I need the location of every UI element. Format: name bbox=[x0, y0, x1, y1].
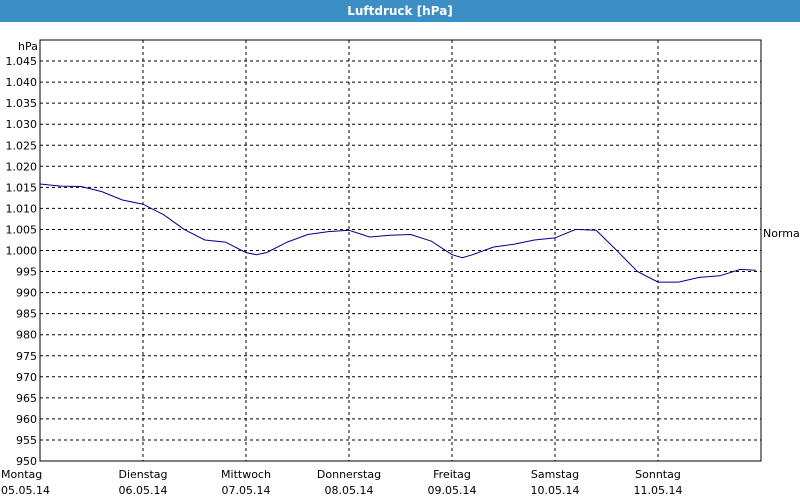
series-line bbox=[39, 183, 756, 283]
window-title: Luftdruck [hPa] bbox=[0, 0, 800, 22]
x-tick-date: 07.05.14 bbox=[222, 484, 271, 497]
y-tick-label: 995 bbox=[16, 266, 37, 279]
y-tick-label: 1.040 bbox=[6, 76, 38, 89]
plot-frame bbox=[39, 39, 762, 462]
y-tick-label: 1.045 bbox=[6, 55, 38, 68]
pressure-chart: hPa 950 955 960 965 970 975 980 985 990 995 1.000 1… bbox=[1, 39, 800, 497]
x-tick-day: Donnerstag bbox=[317, 468, 381, 481]
x-tick-day: Freitag bbox=[433, 468, 471, 481]
y-tick-label: 1.000 bbox=[6, 245, 38, 258]
y-tick-label: 1.035 bbox=[6, 97, 38, 110]
y-tick-label: 950 bbox=[16, 455, 37, 468]
y-axis-label: hPa bbox=[18, 40, 38, 53]
y-tick-label: 960 bbox=[16, 413, 37, 426]
x-tick-date: 05.05.14 bbox=[1, 484, 50, 497]
x-tick-day: Montag bbox=[1, 468, 42, 481]
x-tick-day: Mittwoch bbox=[221, 468, 271, 481]
y-tick-label: 1.025 bbox=[6, 139, 38, 152]
y-tick-label: 990 bbox=[16, 287, 37, 300]
y-tick-label: 975 bbox=[16, 350, 37, 363]
y-tick-label: 985 bbox=[16, 308, 37, 321]
y-tick-labels: 950 955 960 965 970 975 980 985 990 995 1.000 1.005… bbox=[6, 55, 38, 468]
x-tick-day: Samstag bbox=[531, 468, 579, 481]
y-tick-label: 1.015 bbox=[6, 181, 38, 194]
x-tick-labels: Montag 05.05.14 Dienstag 06.05.14 Mittwoch 07… bbox=[1, 468, 682, 497]
y-tick-label: 1.020 bbox=[6, 160, 38, 173]
x-tick-date: 06.05.14 bbox=[119, 484, 168, 497]
y-tick-label: 1.005 bbox=[6, 223, 38, 236]
x-tick-date: 08.05.14 bbox=[325, 484, 374, 497]
y-tick-label: 980 bbox=[16, 329, 37, 342]
x-tick-date: 10.05.14 bbox=[531, 484, 580, 497]
x-tick-day: Dienstag bbox=[118, 468, 167, 481]
y-tick-label: 1.010 bbox=[6, 202, 38, 215]
x-tick-day: Sonntag bbox=[635, 468, 681, 481]
y-tick-label: 970 bbox=[16, 371, 37, 384]
x-tick-date: 11.05.14 bbox=[634, 484, 683, 497]
y-tick-label: 965 bbox=[16, 392, 37, 405]
y-tick-label: 1.030 bbox=[6, 118, 38, 131]
grid-lines bbox=[40, 40, 761, 461]
normal-label: Normal bbox=[763, 227, 800, 240]
x-tick-date: 09.05.14 bbox=[428, 484, 477, 497]
y-tick-label: 955 bbox=[16, 434, 37, 447]
